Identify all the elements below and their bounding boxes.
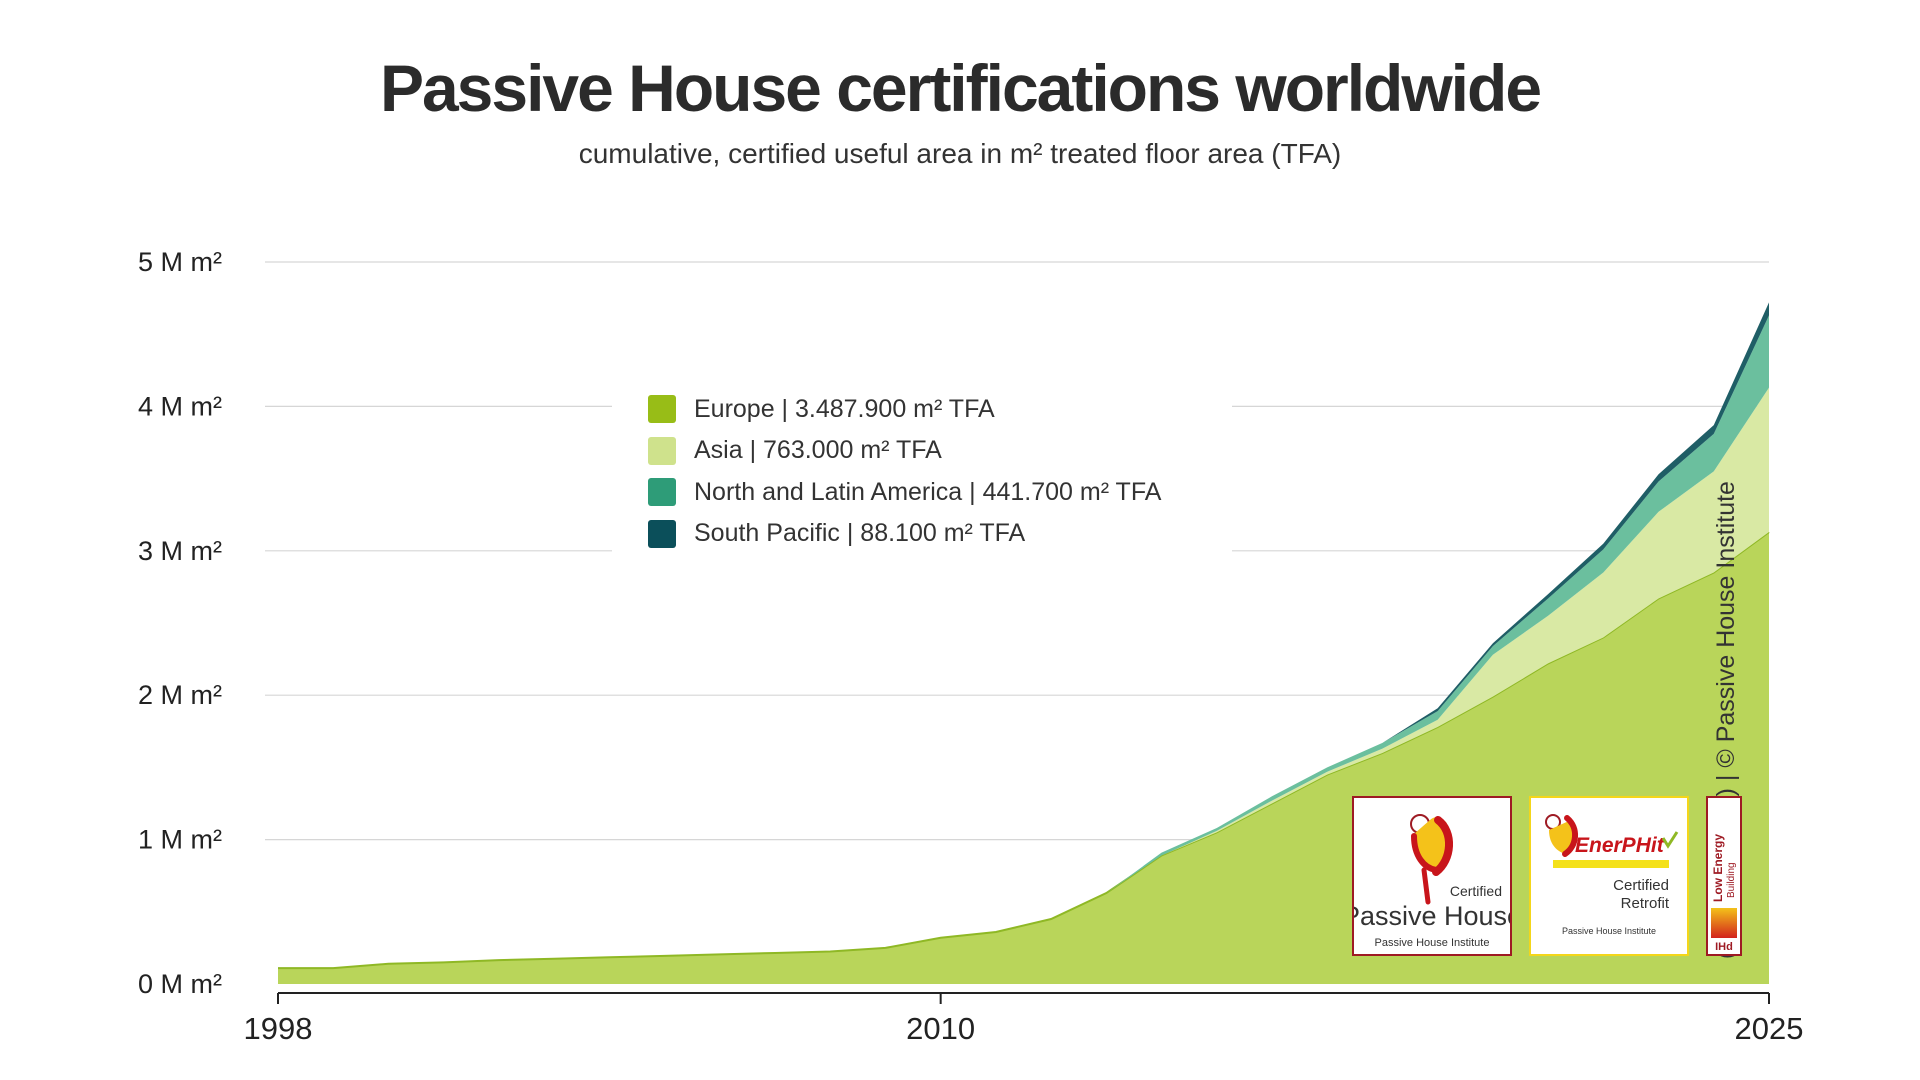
legend-label: South Pacific | 88.100 m² TFA (694, 519, 1026, 547)
badge-institute-text: Passive House Institute (1375, 937, 1490, 949)
legend-swatch (648, 436, 676, 465)
enerphit-logo-icon: EnerPHit Certified Retrofit Passive Hous… (1545, 814, 1679, 936)
legend-swatch (648, 478, 676, 506)
chart-subtitle: cumulative, certified useful area in m² … (578, 138, 1342, 169)
x-tick-label: 2010 (906, 1011, 975, 1046)
enerphit-brand-text: EnerPHit (1575, 834, 1665, 857)
chart-title: Passive House certifications worldwide (379, 51, 1542, 125)
badge-certified-text: Certified (1450, 883, 1502, 899)
certified-passive-house-badge: Certified Passive House Passive House In… (1342, 796, 1522, 956)
badge-certified-text: Certified (1613, 877, 1669, 894)
y-tick-label: 2 M m² (138, 680, 222, 710)
y-tick-label: 5 M m² (138, 247, 222, 277)
europe-top-line (278, 531, 1770, 970)
legend-item: South Pacific | 88.100 m² TFA (648, 519, 1025, 549)
chart-legend: Europe | 3.487.900 m² TFA Asia | 763.000 … (612, 386, 1232, 556)
low-energy-building-badge: Low Energy Building IHd (1706, 796, 1742, 956)
building-text: Building (1726, 862, 1737, 898)
y-tick-label: 4 M m² (138, 391, 222, 421)
y-tick-label: 1 M m² (138, 825, 222, 855)
badge-retrofit-text: Retrofit (1621, 895, 1670, 912)
legend-swatch (648, 395, 676, 423)
y-axis-ticks: 0 M m² 1 M m² 2 M m² 3 M m² 4 M m² 5 M m² (138, 247, 222, 999)
legend-label: Asia | 763.000 m² TFA (694, 436, 942, 464)
y-tick-label: 3 M m² (138, 536, 222, 566)
badge-institute-text: Passive House Institute (1562, 926, 1656, 936)
badge-passive-house-text: Passive House (1354, 901, 1510, 931)
legend-label: Europe | 3.487.900 m² TFA (694, 394, 995, 423)
x-tick-label: 2025 (1735, 1011, 1804, 1046)
passive-house-logo-icon: Certified Passive House Passive House In… (1342, 814, 1522, 949)
legend-item: Europe | 3.487.900 m² TFA (648, 394, 995, 424)
x-axis-ticks: 1998 2010 2025 (244, 993, 1804, 1046)
x-tick-label: 1998 (244, 1011, 313, 1046)
certified-retrofit-enerphit-badge: EnerPHit Certified Retrofit Passive Hous… (1529, 796, 1689, 956)
low-energy-logo-icon: Low Energy Building IHd (1711, 834, 1737, 953)
y-tick-label: 0 M m² (138, 969, 222, 999)
ihd-text: IHd (1715, 941, 1733, 953)
legend-item: North and Latin America | 441.700 m² TFA (648, 477, 1161, 507)
legend-swatch (648, 519, 676, 548)
legend-item: Asia | 763.000 m² TFA (648, 436, 942, 466)
legend-label: North and Latin America | 441.700 m² TFA (694, 477, 1162, 506)
low-energy-text: Low Energy (1711, 834, 1725, 902)
